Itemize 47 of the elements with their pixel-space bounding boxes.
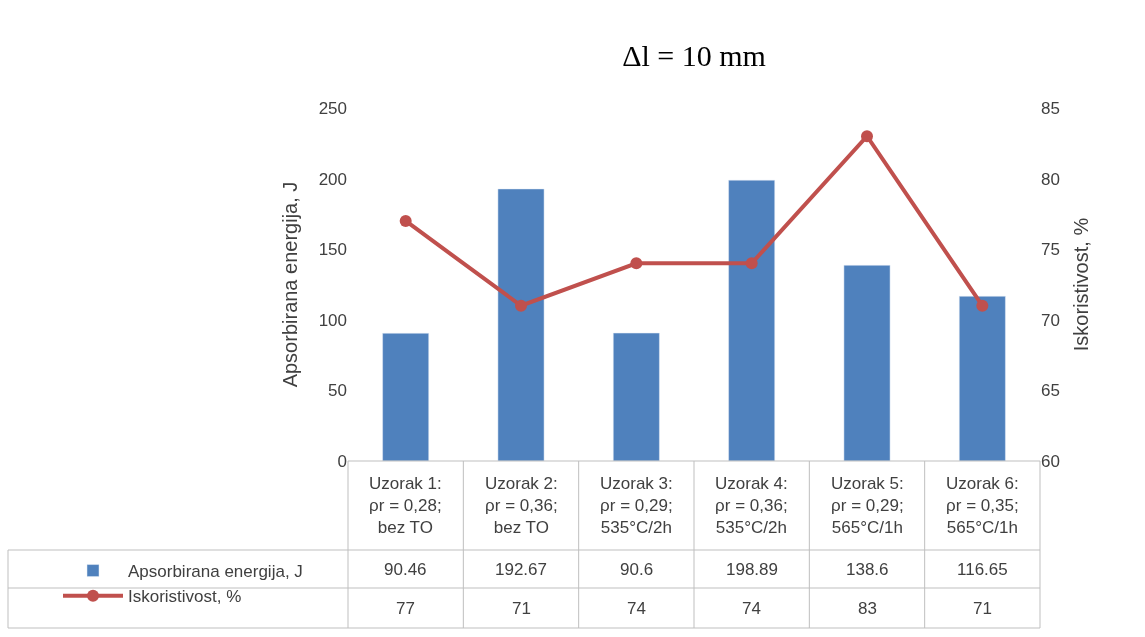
point — [515, 299, 527, 312]
point — [745, 257, 758, 270]
y-tick-label: 250 — [318, 98, 347, 118]
y-tick-label: 50 — [328, 381, 347, 401]
y2-axis-title: Iskoristivost, % — [1070, 217, 1093, 352]
bar — [843, 265, 891, 461]
data-label: 192.67 — [495, 560, 547, 579]
y2-tick-label: 65 — [1041, 381, 1060, 401]
y2-tick-label: 70 — [1041, 310, 1060, 330]
y-tick-label: 100 — [318, 310, 347, 330]
point — [976, 299, 989, 312]
y2-tick-label: 60 — [1041, 451, 1060, 471]
y-tick-label: 200 — [318, 169, 347, 189]
bar — [613, 332, 660, 461]
x-tick-label: Uzorak 5: ρr = 0,29; 565°C/1h — [831, 474, 904, 538]
point — [630, 257, 643, 270]
bar — [497, 188, 545, 461]
legend-label: Apsorbirana energija, J — [128, 562, 303, 582]
data-label: 77 — [396, 599, 415, 618]
y2-tick-label: 75 — [1041, 240, 1060, 260]
y-tick-label: 150 — [318, 240, 347, 260]
data-label: 116.65 — [957, 560, 1008, 579]
data-label: 71 — [973, 599, 992, 618]
chart-title: Δl = 10 mm — [622, 38, 766, 72]
bar — [959, 296, 1006, 461]
point — [399, 214, 412, 227]
x-tick-label: Uzorak 6: ρr = 0,35; 565°C/1h — [946, 474, 1019, 538]
x-tick-label: Uzorak 3: ρr = 0,29; 535°C/2h — [600, 474, 673, 538]
data-label: 74 — [627, 599, 646, 618]
x-tick-label: Uzorak 2: ρr = 0,36; bez TO — [485, 474, 558, 538]
y2-tick-label: 85 — [1041, 98, 1060, 118]
x-tick-label: Uzorak 1: ρr = 0,28; bez TO — [369, 474, 442, 538]
data-label: 74 — [742, 599, 761, 618]
bar — [728, 179, 775, 461]
bar — [382, 333, 429, 461]
y-axis-title: Apsorbirana energija, J — [279, 181, 302, 388]
data-label: 198.89 — [726, 560, 778, 579]
data-label: 83 — [858, 599, 877, 618]
data-label: 90.46 — [384, 560, 427, 579]
y2-tick-label: 80 — [1041, 169, 1060, 189]
y-tick-label: 0 — [337, 451, 347, 471]
x-tick-label: Uzorak 4: ρr = 0,36; 535°C/2h — [715, 474, 788, 538]
point — [861, 130, 873, 143]
legend-label: Iskoristivost, % — [128, 587, 242, 607]
data-label: 90.6 — [620, 560, 654, 579]
data-label: 138.6 — [846, 560, 889, 579]
data-label: 71 — [512, 599, 531, 618]
